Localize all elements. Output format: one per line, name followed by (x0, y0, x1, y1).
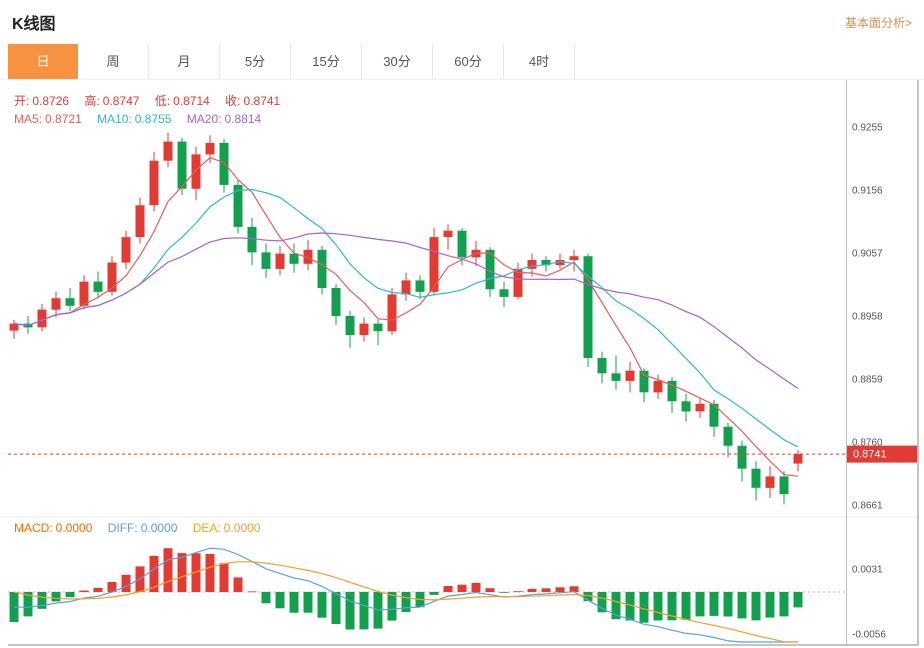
tab-周[interactable]: 周 (78, 44, 149, 79)
main-y-axis-labels: 0.9255 0.9156 0.9057 0.8958 0.8859 0.8760 0.86… (852, 123, 883, 512)
svg-text:-0.0056: -0.0056 (852, 630, 886, 641)
svg-text:0.9057: 0.9057 (852, 249, 883, 260)
tab-15分[interactable]: 15分 (291, 44, 362, 79)
last-price-tag (847, 445, 917, 463)
tab-日[interactable]: 日 (8, 44, 78, 79)
candle-bodies (9, 141, 803, 495)
svg-text:0.0031: 0.0031 (852, 564, 883, 575)
svg-text:0.8859: 0.8859 (852, 375, 883, 386)
tab-月[interactable]: 月 (149, 44, 220, 79)
svg-text:0.8958: 0.8958 (852, 312, 883, 323)
widget-header: K线图 基本面分析> (0, 0, 924, 44)
tab-30分[interactable]: 30分 (362, 44, 433, 79)
candle-wicks (13, 132, 799, 505)
last-price-tag-text: 0.8741 (853, 449, 887, 461)
page-title: K线图 (12, 16, 56, 33)
macd-y-axis-labels: 0.0031 -0.0056 (852, 564, 886, 640)
ma10-line (13, 188, 799, 448)
tab-4时[interactable]: 4时 (504, 44, 575, 79)
kline-chart-canvas[interactable]: 0.8741 0.9255 0.9156 0.9057 0.8958 0.8859 0.87… (0, 80, 924, 648)
chart-area: 0.8741 0.9255 0.9156 0.9057 0.8958 0.8859 0.87… (0, 80, 924, 648)
svg-text:0.8661: 0.8661 (852, 501, 883, 512)
svg-text:0.9156: 0.9156 (852, 186, 883, 197)
macd-histogram (9, 548, 803, 630)
svg-text:0.9255: 0.9255 (852, 123, 883, 134)
tab-5分[interactable]: 5分 (220, 44, 291, 79)
ma20-line (13, 232, 799, 389)
fundamental-analysis-link[interactable]: 基本面分析> (844, 15, 912, 30)
svg-text:0.8760: 0.8760 (852, 438, 883, 449)
tab-bar: 日周月 5分 15分 30分 60分 4时 (0, 44, 924, 80)
dea-line (13, 561, 799, 643)
tab-60分[interactable]: 60分 (433, 44, 504, 79)
diff-line (13, 547, 798, 643)
ma5-line (13, 157, 799, 477)
